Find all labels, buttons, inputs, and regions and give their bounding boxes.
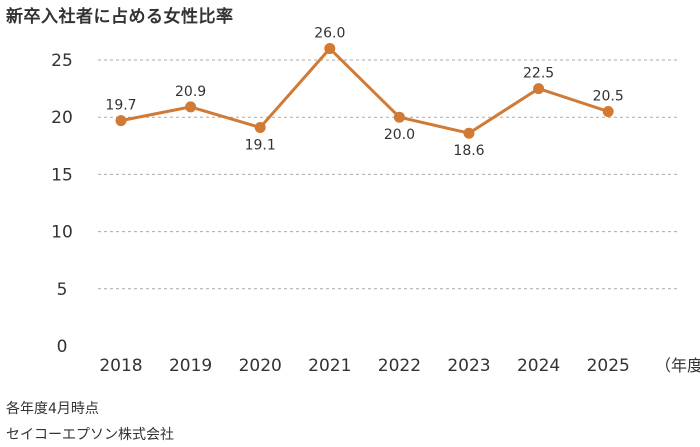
y-axis-ticks: 0 5 10 15 20 25 [51, 51, 73, 357]
data-label-2025: 20.5 [593, 88, 624, 104]
data-label-2020: 19.1 [245, 137, 276, 153]
x-tick-label-2021: 2021 [308, 356, 351, 376]
x-tick-label-2023: 2023 [447, 356, 490, 376]
chart-title: 新卒入社者に占める女性比率 [6, 7, 234, 27]
data-point-2021 [324, 43, 336, 55]
footnote-company: セイコーエプソン株式会社 [6, 427, 174, 443]
y-tick-label-20: 20 [51, 108, 73, 128]
data-points [115, 43, 614, 139]
data-label-2023: 18.6 [453, 143, 484, 159]
x-axis-ticks: 2018 2019 2020 2021 2022 2023 2024 2025 （年度） [99, 356, 700, 376]
data-point-2019 [185, 101, 197, 113]
y-tick-label-0: 0 [57, 337, 68, 357]
series-line [119, 47, 610, 135]
data-label-2021: 26.0 [314, 26, 345, 42]
x-tick-label-2025: 2025 [587, 356, 630, 376]
data-point-2023 [463, 127, 475, 139]
data-point-2022 [393, 111, 405, 123]
x-tick-label-2018: 2018 [99, 356, 142, 376]
data-label-2024: 22.5 [523, 66, 554, 82]
footnote-basis: 各年度4月時点 [6, 401, 99, 417]
y-tick-label-25: 25 [51, 51, 73, 71]
data-label-2018: 19.7 [105, 98, 136, 114]
data-label-2019: 20.9 [175, 84, 206, 100]
data-point-2024 [533, 83, 545, 95]
y-tick-label-5: 5 [57, 280, 68, 300]
data-point-2020 [254, 121, 266, 133]
x-tick-label-2020: 2020 [239, 356, 282, 376]
data-point-2025 [602, 105, 614, 117]
data-point-2018 [115, 115, 127, 127]
x-tick-label-2019: 2019 [169, 356, 212, 376]
x-axis-unit-label: （年度） [655, 356, 700, 375]
series-line-group [119, 47, 610, 135]
y-tick-label-15: 15 [51, 165, 73, 185]
y-tick-label-10: 10 [51, 223, 73, 243]
gridlines [98, 59, 678, 290]
x-tick-label-2024: 2024 [517, 356, 560, 376]
data-label-2022: 20.0 [384, 127, 415, 143]
x-tick-label-2022: 2022 [378, 356, 421, 376]
data-labels: 19.7 20.9 19.1 26.0 20.0 18.6 22.5 20.5 [105, 26, 623, 160]
